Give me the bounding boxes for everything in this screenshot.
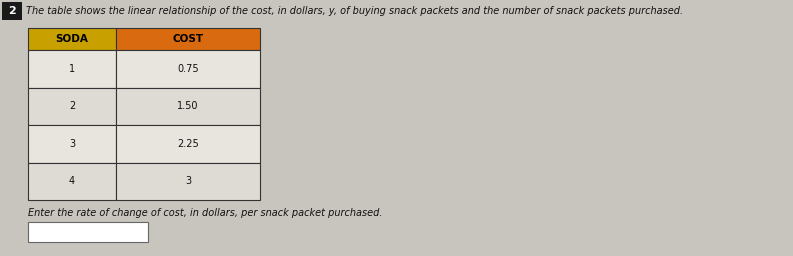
Bar <box>116 125 260 163</box>
Bar <box>116 28 260 50</box>
Bar <box>28 222 148 242</box>
Bar <box>28 28 116 50</box>
Text: 2: 2 <box>8 6 16 16</box>
Bar <box>28 50 116 88</box>
Text: 1.50: 1.50 <box>178 101 199 111</box>
Text: Enter the rate of change of cost, in dollars, per snack packet purchased.: Enter the rate of change of cost, in dol… <box>28 208 382 218</box>
Text: 3: 3 <box>185 176 191 186</box>
Text: 4: 4 <box>69 176 75 186</box>
Text: 1: 1 <box>69 64 75 74</box>
Bar <box>116 88 260 125</box>
Bar <box>2 2 22 20</box>
Bar <box>28 125 116 163</box>
Text: SODA: SODA <box>56 34 89 44</box>
Bar <box>28 88 116 125</box>
Bar <box>28 163 116 200</box>
Text: The table shows the linear relationship of the cost, in dollars, y, of buying sn: The table shows the linear relationship … <box>26 6 683 16</box>
Text: 0.75: 0.75 <box>178 64 199 74</box>
Text: 2: 2 <box>69 101 75 111</box>
Text: COST: COST <box>173 34 204 44</box>
Bar <box>116 163 260 200</box>
Text: 2.25: 2.25 <box>177 139 199 149</box>
Text: 3: 3 <box>69 139 75 149</box>
Bar <box>116 50 260 88</box>
